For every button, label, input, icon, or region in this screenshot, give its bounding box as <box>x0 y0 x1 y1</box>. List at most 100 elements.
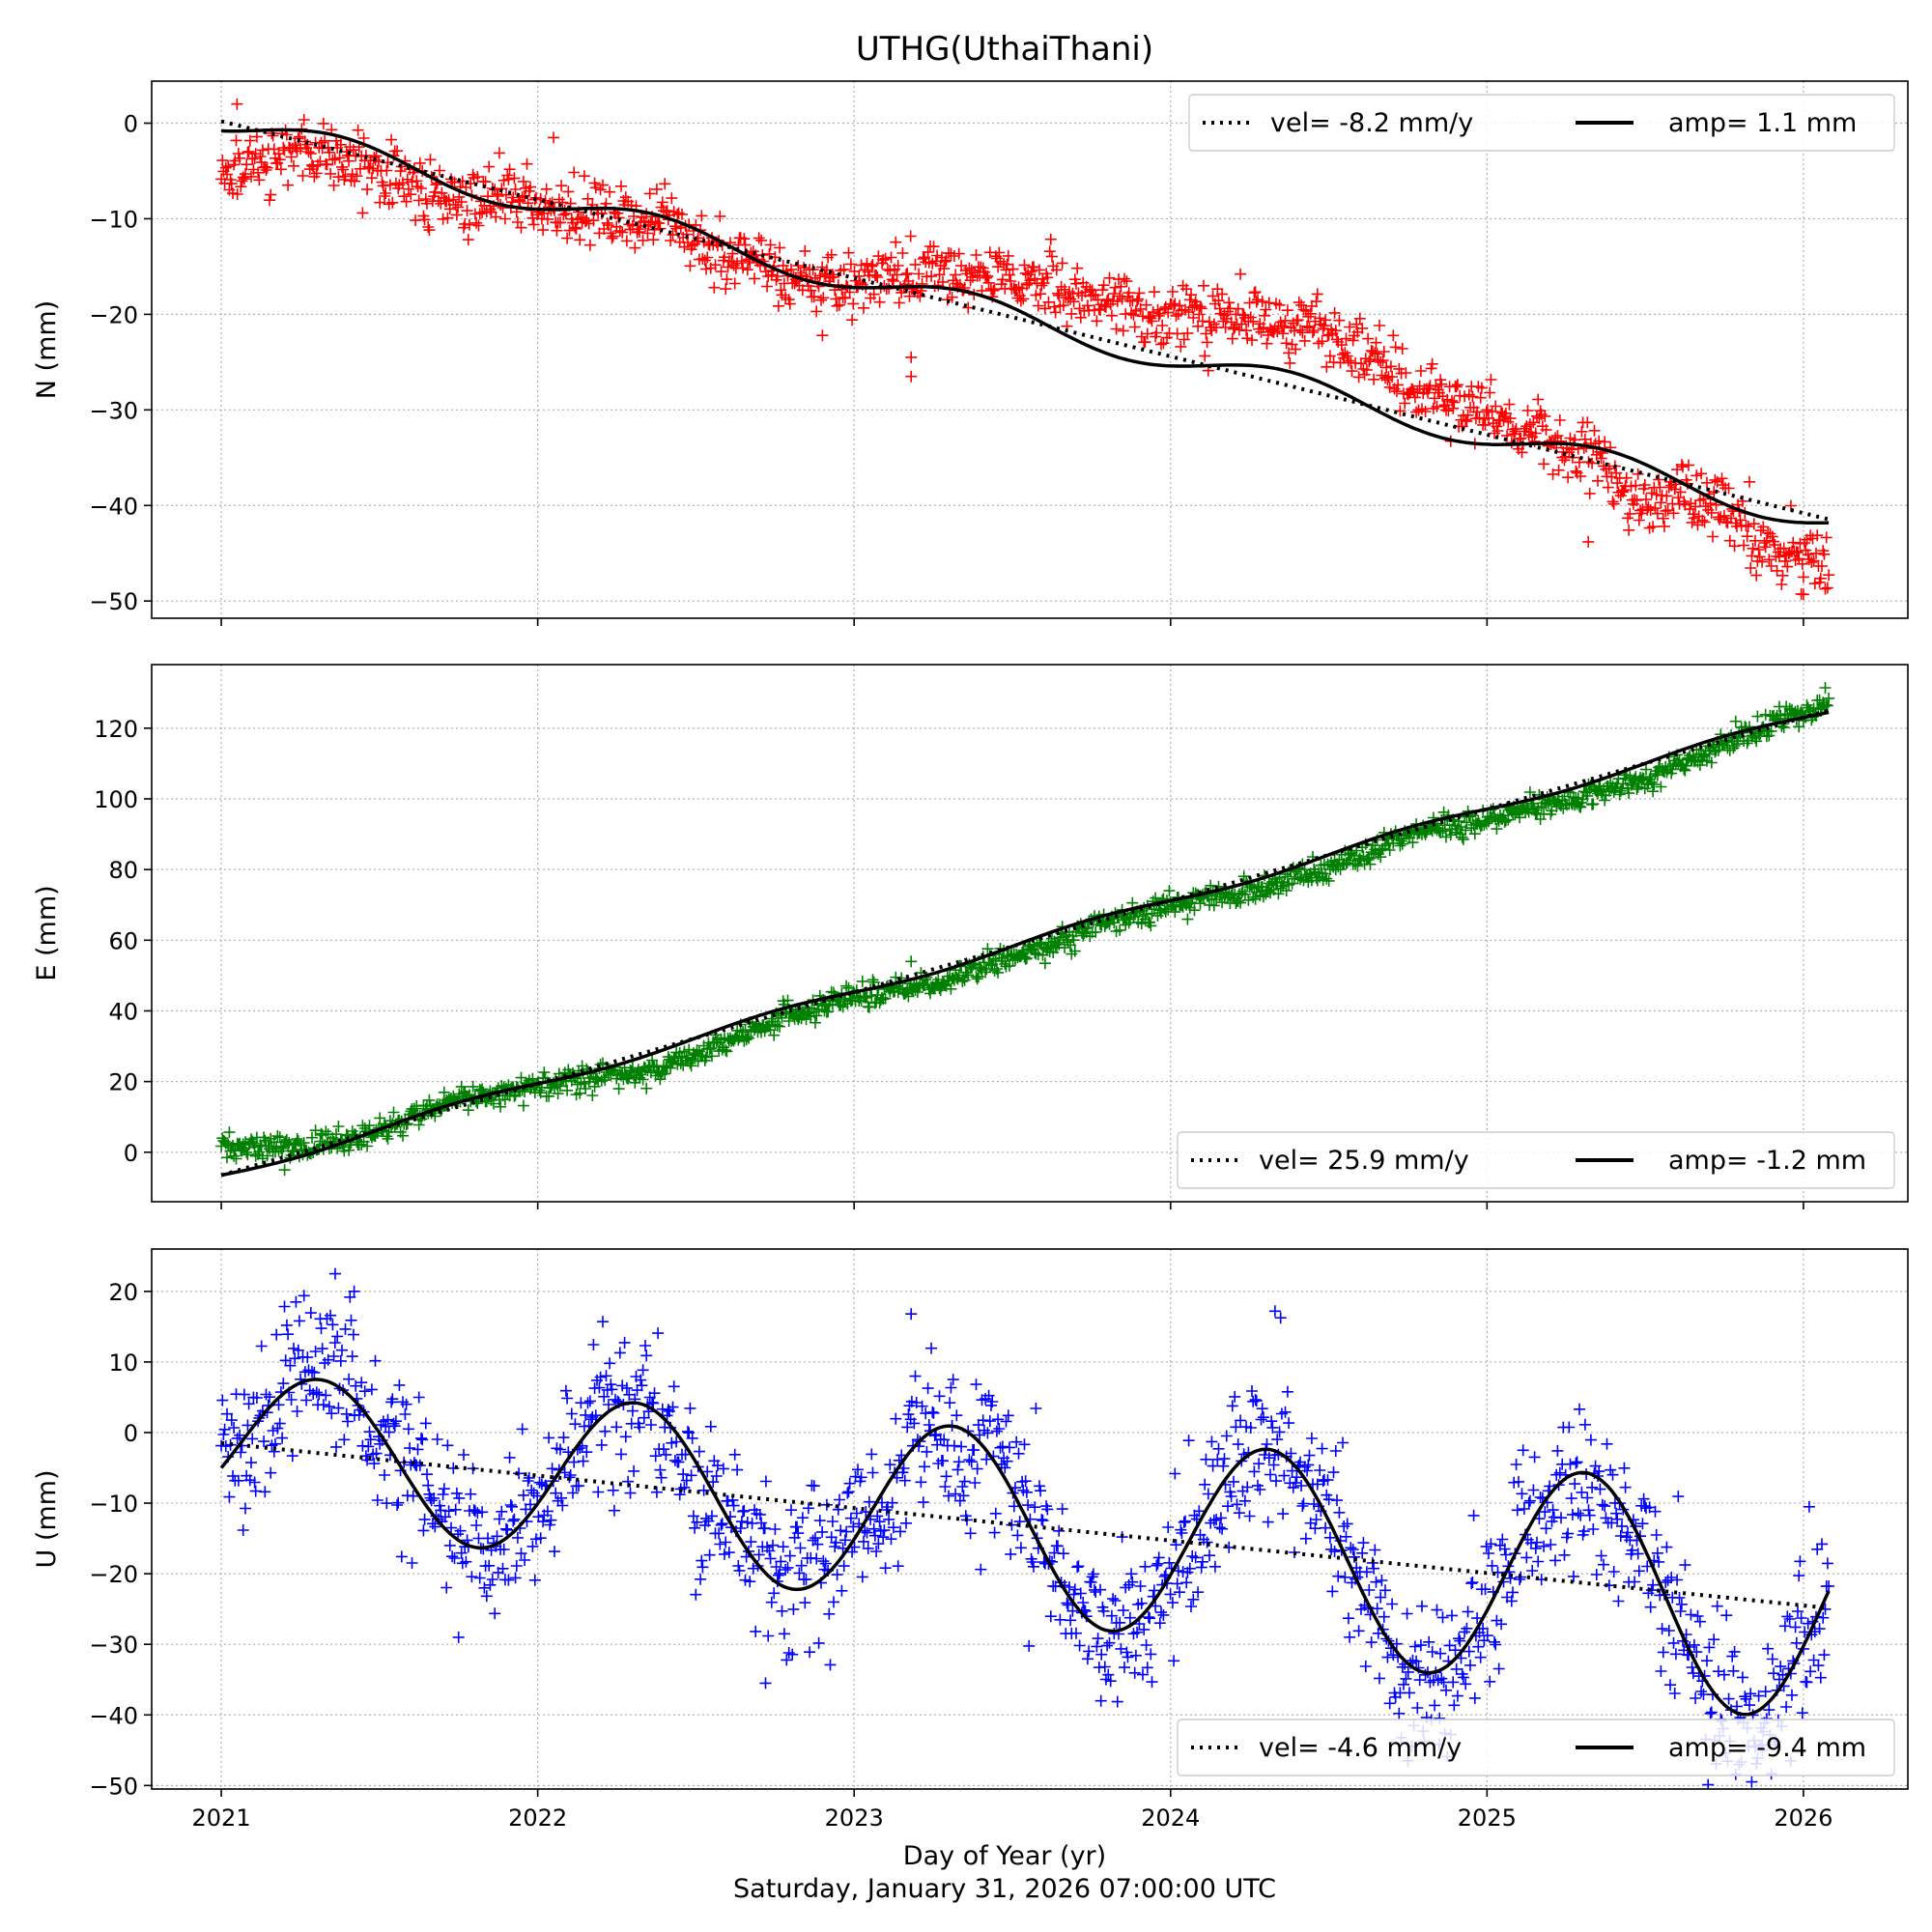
data-point <box>222 160 235 173</box>
data-point <box>1674 1605 1687 1617</box>
data-point <box>794 1542 807 1554</box>
data-point <box>402 183 414 195</box>
data-point <box>1717 479 1729 492</box>
data-point <box>292 1344 304 1356</box>
data-point <box>1649 768 1662 780</box>
data-point <box>1392 379 1405 391</box>
data-point <box>1185 289 1197 301</box>
data-point <box>863 1495 875 1508</box>
data-point <box>1284 356 1296 369</box>
data-point <box>554 216 566 229</box>
data-point <box>831 299 843 312</box>
data-point <box>1411 386 1424 399</box>
data-point <box>1638 479 1651 491</box>
data-point <box>986 1396 999 1407</box>
data-point <box>319 134 331 147</box>
data-point <box>714 210 726 222</box>
data-point <box>1249 286 1262 298</box>
data-point <box>556 196 569 209</box>
data-point <box>340 1407 353 1420</box>
data-point <box>386 196 399 209</box>
data-point <box>905 370 918 383</box>
data-point <box>374 196 386 209</box>
data-point <box>1485 374 1497 385</box>
data-point <box>952 1456 965 1468</box>
data-point <box>1426 1646 1438 1658</box>
data-point <box>828 1596 839 1608</box>
data-point <box>1618 1462 1631 1474</box>
data-point <box>580 1083 592 1094</box>
data-point <box>887 274 899 287</box>
data-point <box>438 1086 450 1098</box>
data-point <box>816 1525 829 1538</box>
data-point <box>1562 471 1575 484</box>
data-point <box>1572 1507 1584 1520</box>
data-point <box>1108 288 1121 299</box>
data-point <box>838 263 850 275</box>
data-point <box>1701 476 1713 489</box>
data-point <box>611 1421 623 1434</box>
data-point <box>1052 287 1064 299</box>
data-point <box>1384 360 1397 373</box>
data-point <box>1816 560 1828 572</box>
data-point <box>909 258 922 270</box>
data-point <box>450 1487 463 1499</box>
data-point <box>1527 1484 1540 1496</box>
data-point <box>381 164 393 177</box>
data-point <box>458 1449 469 1461</box>
data-point <box>1376 1575 1388 1586</box>
data-point <box>1194 300 1207 313</box>
data-point <box>507 1515 520 1527</box>
data-point <box>850 1507 863 1520</box>
data-point <box>1645 1584 1658 1597</box>
data-point <box>1823 1580 1835 1592</box>
data-point <box>678 1481 691 1493</box>
data-point <box>1283 347 1295 359</box>
data-point <box>647 234 660 246</box>
data-point <box>368 1458 381 1470</box>
data-point <box>480 1590 493 1603</box>
y-tick-label: 100 <box>94 786 138 813</box>
data-point <box>1212 295 1225 307</box>
data-point <box>442 1505 455 1518</box>
data-point <box>999 1462 1011 1474</box>
data-point <box>327 1319 339 1331</box>
data-point <box>486 1574 498 1585</box>
data-point <box>1451 379 1463 391</box>
data-point <box>992 966 1005 979</box>
data-point <box>1575 470 1587 483</box>
data-point <box>358 1385 371 1398</box>
data-point <box>248 1476 261 1489</box>
data-point <box>241 1146 253 1158</box>
data-point <box>791 1520 803 1533</box>
data-point <box>1316 335 1328 348</box>
data-point <box>440 1511 451 1523</box>
data-point <box>1401 1607 1413 1620</box>
data-point <box>252 166 265 179</box>
data-point <box>1213 302 1226 315</box>
data-point <box>996 273 1009 286</box>
data-point <box>1551 1444 1564 1457</box>
data-point <box>508 1513 521 1525</box>
data-point <box>1747 542 1759 554</box>
data-point <box>1302 310 1315 323</box>
data-point <box>1522 806 1535 818</box>
data-point <box>1378 346 1390 357</box>
data-point <box>391 145 404 157</box>
data-point <box>1139 336 1151 349</box>
data-point <box>1816 1538 1828 1550</box>
legend: vel= -8.2 mm/y amp= 1.1 mm <box>1188 94 1895 152</box>
data-point <box>947 1374 959 1386</box>
data-point <box>654 222 667 235</box>
data-point <box>1332 1570 1345 1582</box>
data-point <box>1233 1507 1245 1520</box>
chart-title: UTHG(UthaiThani) <box>856 30 1153 69</box>
data-point <box>1244 1422 1257 1434</box>
data-point <box>762 1630 775 1642</box>
data-point <box>1426 357 1438 370</box>
data-point <box>1547 1504 1559 1517</box>
data-point <box>786 1648 799 1661</box>
data-point <box>1675 1598 1688 1610</box>
x-tick-label: 2024 <box>1141 1804 1200 1832</box>
y-tick-label: 20 <box>108 1279 138 1306</box>
